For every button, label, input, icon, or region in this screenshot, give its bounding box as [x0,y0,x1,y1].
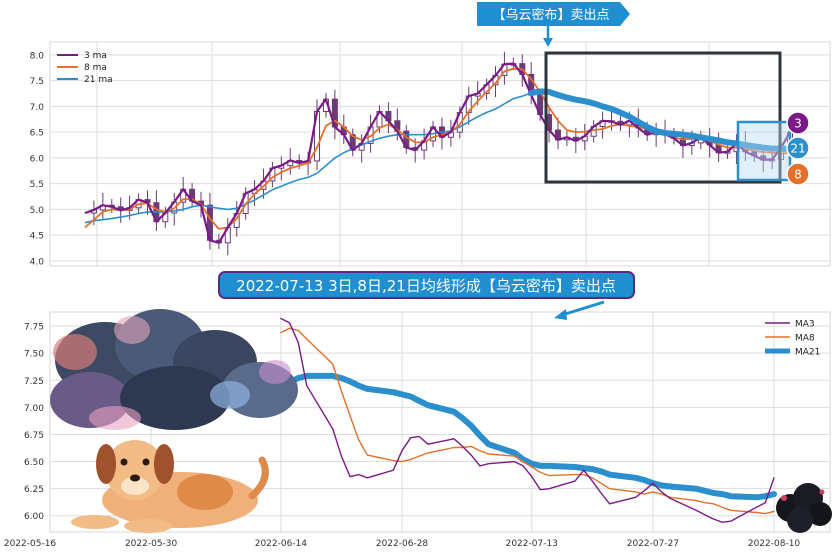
bottom-y-tick-label: 7.25 [24,377,44,387]
bottom-y-tick-label: 6.50 [24,458,44,468]
top-banner-text: 【乌云密布】卖出点 [492,7,609,23]
bottom-x-tick-label: 2022-07-13 [506,539,558,549]
mid-banner-shape [218,271,635,299]
bottom-y-tick-label: 7.75 [24,323,44,333]
top-y-tick-label: 6.0 [30,154,45,164]
top-legend: 3 ma 8 ma 21 ma [57,51,113,85]
bottom-line-MA8 [280,327,775,515]
bottom-legend-label: MA21 [795,348,820,358]
bottom-legend-label: MA8 [795,334,815,344]
ma-badge-3 [786,111,810,135]
top-price-chart: 4.0 4.5 5.0 5.5 6.0 6.5 7.0 7.5 8.0 3 ma 8 ma 21 m… [30,41,831,267]
top-y-tick-label: 4.5 [30,232,44,242]
ma-badge-label: 8 [794,168,802,182]
top-y-tick-label: 8.0 [30,51,45,61]
pointer-arrow-icon [554,300,605,320]
black-cloud-icon [776,483,832,533]
ma-badge-21 [786,136,810,160]
top-y-tick-label: 5.0 [30,206,45,216]
bottom-ma-lines [277,317,777,523]
top-y-ticks: 4.0 4.5 5.0 5.5 6.0 6.5 7.0 7.5 8.0 [30,51,45,267]
top-line-3-ma [84,62,791,244]
dog-icon [71,440,269,533]
top-y-tick-label: 7.0 [30,103,45,113]
bottom-y-ticks: 6.00 6.25 6.50 6.75 7.00 7.25 7.50 7.75 [24,323,44,523]
bottom-line-MA3 [280,317,775,523]
ma-badge-label: 3 [794,117,802,131]
ma-badge-8 [786,162,810,186]
bottom-x-tick-label: 2022-08-10 [748,539,801,549]
top-ma-lines [84,62,793,244]
top-plot-area [49,41,831,267]
bottom-y-tick-label: 7.50 [24,350,44,360]
top-y-tick-label: 4.0 [30,257,45,267]
top-banner: 【乌云密布】卖出点 [477,2,630,47]
bottom-legend: MA3 MA8 MA21 [765,320,820,358]
storm-cloud-icon [50,309,298,430]
bottom-y-tick-label: 6.00 [24,512,44,522]
cloud-region-frame [544,51,782,184]
bottom-x-ticks: 2022-05-16 2022-05-30 2022-06-14 2022-06-28… [4,539,801,549]
down-arrow-icon [543,26,553,47]
bottom-x-tick-label: 2022-06-28 [376,539,429,549]
bottom-x-tick-label: 2022-05-30 [125,539,178,549]
bottom-legend-label: MA3 [795,320,815,330]
top-y-tick-label: 6.5 [30,129,44,139]
mid-banner: 2022-07-13 3日,8日,21日均线形成【乌云密布】卖出点 [218,271,635,320]
top-legend-label: 21 ma [84,75,113,85]
top-line-21-ma-emphasis [528,88,793,153]
top-banner-shape [477,2,630,26]
bottom-x-tick-label: 2022-06-14 [255,539,308,549]
bottom-x-tick-label: 2022-05-16 [4,539,57,549]
ma-badge-label: 21 [790,142,805,156]
top-y-tick-label: 5.5 [30,180,44,190]
bottom-y-tick-label: 6.75 [24,431,44,441]
highlight-box [736,120,792,182]
top-y-tick-label: 7.5 [30,77,44,87]
bottom-y-tick-label: 7.00 [24,404,44,414]
bottom-line-MA21 [277,372,777,501]
ma-badges: 3 21 8 [786,111,810,186]
top-legend-label: 3 ma [84,51,107,61]
bottom-x-tick-label: 2022-07-27 [627,539,679,549]
mid-banner-text: 2022-07-13 3日,8日,21日均线形成【乌云密布】卖出点 [236,277,616,295]
top-legend-label: 8 ma [84,63,107,73]
bottom-y-tick-label: 6.25 [24,485,44,495]
